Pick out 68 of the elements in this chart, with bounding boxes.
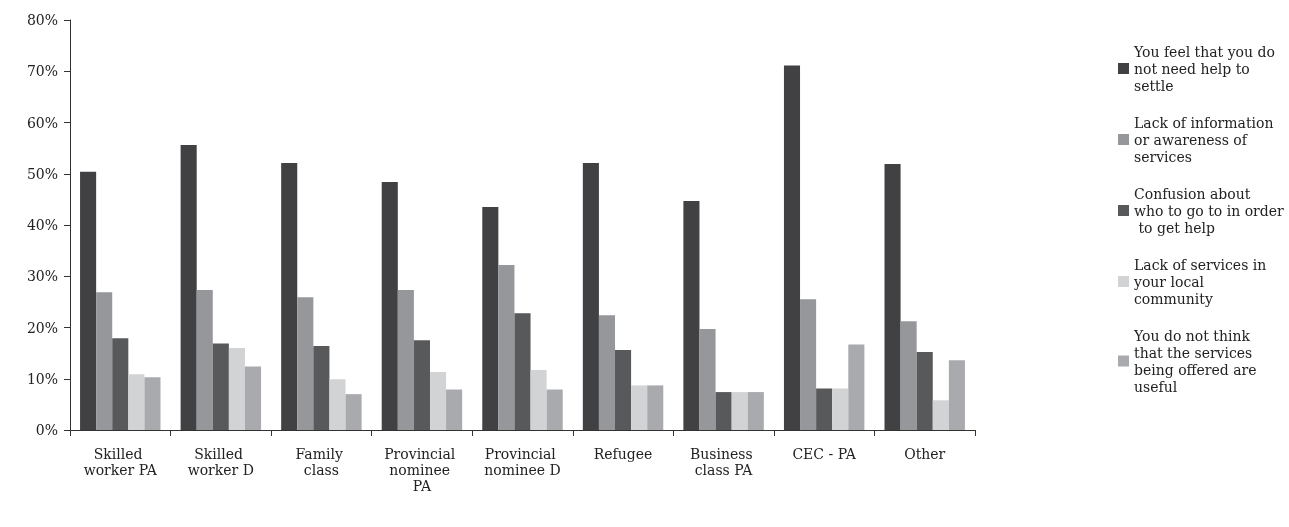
legend-label: You do not think that the services being offered are useful: [1133, 327, 1261, 395]
y-tick-label: 30%: [26, 268, 58, 285]
bar: [948, 360, 965, 430]
bar: [699, 329, 716, 430]
bar: [429, 372, 447, 430]
bar: [196, 290, 213, 430]
bar: [96, 292, 113, 430]
x-tick-label: Provincial nominee PA: [384, 446, 460, 494]
bar: [112, 338, 129, 430]
x-tick-label: CEC - PA: [792, 446, 857, 462]
bar: [582, 162, 599, 430]
legend-label: Confusion about who to go to in order to get help: [1134, 185, 1285, 236]
x-tick-label: Skilled worker D: [187, 446, 254, 478]
bar: [345, 394, 362, 430]
bar: [647, 385, 664, 430]
y-tick-label: 0%: [35, 422, 58, 438]
x-tick-label: Skilled worker PA: [83, 446, 158, 478]
bar: [212, 343, 229, 430]
bar: [144, 377, 161, 430]
bar: [413, 340, 430, 430]
bar: [397, 290, 414, 430]
bar: [598, 315, 616, 430]
y-tick-label: 10%: [26, 370, 58, 387]
bar: [884, 164, 901, 430]
y-tick-label: 70%: [26, 63, 58, 80]
bar: [228, 348, 245, 430]
bar: [80, 171, 97, 430]
bar: [916, 352, 933, 430]
bar: [313, 345, 330, 430]
bar: [180, 145, 197, 430]
y-tick-label: 50%: [26, 165, 58, 182]
bar: [900, 321, 917, 430]
bar: [446, 389, 463, 430]
x-tick-label: Refugee: [593, 446, 653, 462]
legend-label: Lack of information or awareness of services: [1134, 114, 1278, 165]
bar: [498, 264, 515, 430]
legend-label: You feel that you do not need help to settle: [1133, 43, 1280, 94]
bar: [848, 344, 865, 430]
bar: [816, 388, 833, 430]
x-tick-label: Family class: [295, 446, 348, 478]
bar: [615, 350, 632, 430]
bar: [329, 379, 346, 430]
bar: [128, 374, 145, 430]
bar: [747, 392, 764, 430]
bar: [783, 65, 801, 430]
bar: [932, 400, 949, 430]
bar: [281, 162, 298, 430]
legend-label: Lack of services in your local community: [1133, 256, 1271, 307]
x-tick-label: Provincial nominee D: [484, 446, 561, 478]
bar: [832, 388, 849, 430]
bar: [381, 181, 398, 430]
bar: [482, 207, 499, 430]
bar: [631, 385, 648, 430]
bar: [800, 299, 817, 430]
bar: [514, 313, 531, 430]
y-tick-label: 40%: [26, 217, 58, 233]
bar: [731, 392, 748, 430]
bar: [683, 200, 700, 430]
bar: [546, 389, 563, 430]
x-tick-label: Other: [904, 446, 946, 462]
bar: [530, 370, 547, 430]
bar: [297, 297, 314, 430]
bar: [715, 392, 732, 430]
y-tick-label: 60%: [26, 114, 58, 131]
y-tick-label: 80%: [26, 12, 58, 28]
y-tick-label: 20%: [26, 319, 58, 336]
x-tick-label: Business class PA: [690, 446, 758, 478]
bar: [244, 366, 262, 430]
